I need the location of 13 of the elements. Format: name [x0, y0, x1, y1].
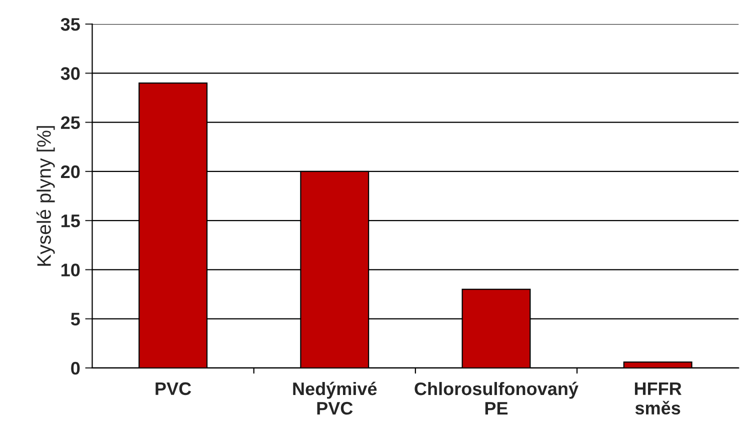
y-tick-label: 15 — [61, 214, 80, 228]
y-tick-label: 35 — [60, 18, 80, 31]
x-tick-label: PVC — [156, 382, 192, 396]
y-tick-label: 10 — [61, 264, 80, 276]
x-tick-label: Nedýmivé PVC — [293, 382, 377, 415]
y-tick-label: 30 — [60, 67, 80, 80]
y-tick-label: 0 — [71, 362, 80, 375]
x-tick-label: HFFR směs — [634, 382, 682, 415]
y-axis-title: Kyselé plyny [%] — [36, 126, 55, 266]
y-tick-label: 25 — [60, 116, 80, 130]
x-tick-label: Chlorosulfonovaný PE — [414, 382, 578, 414]
y-tick-label: 5 — [70, 312, 80, 326]
y-tick-label: 20 — [60, 165, 80, 178]
